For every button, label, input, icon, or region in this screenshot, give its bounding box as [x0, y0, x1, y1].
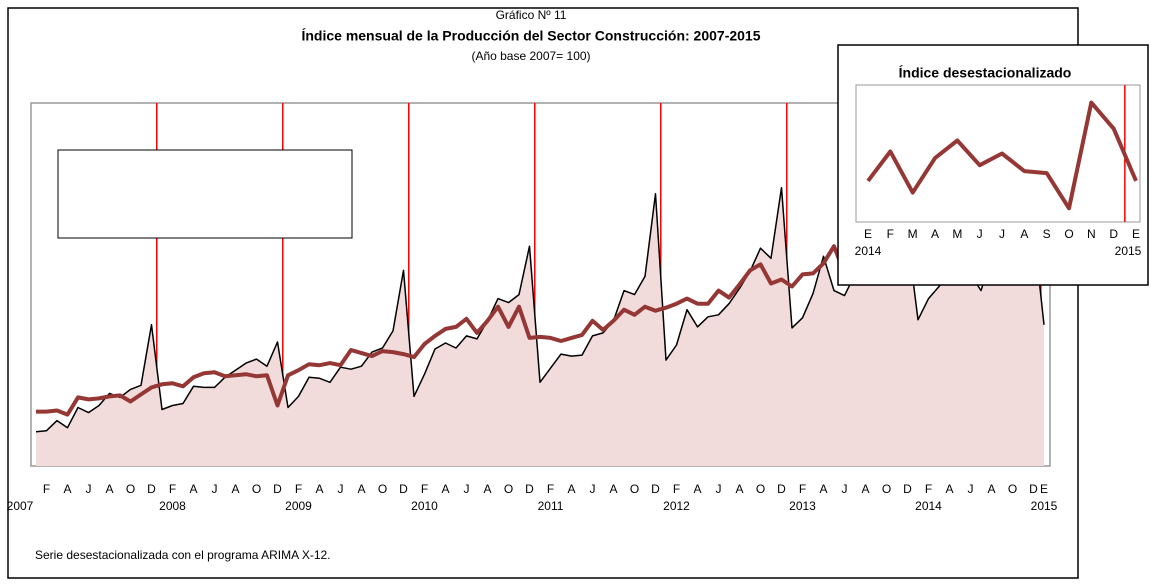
x-tick-label: J [968, 482, 974, 496]
x-group-label: 2009 [285, 499, 312, 513]
series-line [866, 100, 1138, 211]
x-tick-label: F [887, 227, 894, 241]
x-tick-label: A [987, 482, 995, 496]
x-tick-label: O [1008, 482, 1017, 496]
x-tick-label: A [441, 482, 449, 496]
x-tick-label: A [693, 482, 701, 496]
x-group-label: 2011 [538, 499, 564, 513]
x-tick-label: F [673, 482, 680, 496]
x-tick-label: J [338, 482, 344, 496]
x-group-label: 2010 [411, 499, 438, 513]
x-tick-label: E [864, 227, 872, 241]
x-tick-label: D [147, 482, 156, 496]
x-tick-label: S [1043, 227, 1051, 241]
x-tick-label: J [977, 227, 983, 241]
x-tick-label: J [716, 482, 722, 496]
series-area [36, 187, 1044, 466]
x-tick-label: A [63, 482, 71, 496]
x-tick-label: F [799, 482, 806, 496]
x-tick-label: D [903, 482, 912, 496]
x-tick-label: J [86, 482, 92, 496]
x-tick-label: E [1132, 227, 1140, 241]
x-tick-label: O [126, 482, 135, 496]
x-tick-label: N [1087, 227, 1096, 241]
x-tick-label: M [908, 227, 918, 241]
x-tick-label: M [952, 227, 962, 241]
x-tick-label: J [999, 227, 1005, 241]
x-group-label: 2014 [915, 499, 942, 513]
legend-box [57, 149, 353, 239]
x-tick-label: D [1109, 227, 1118, 241]
x-tick-label: O [504, 482, 513, 496]
x-tick-label: A [945, 482, 953, 496]
x-tick-label: A [231, 482, 239, 496]
x-tick-label: E [1040, 482, 1048, 496]
x-tick-label: A [105, 482, 113, 496]
x-tick-label: D [651, 482, 660, 496]
x-tick-label: D [525, 482, 534, 496]
chart-subtitle: (Año base 2007= 100) [471, 49, 590, 63]
x-tick-label: A [609, 482, 617, 496]
x-group-label: 2008 [159, 499, 186, 513]
x-group-label: 2013 [789, 499, 816, 513]
x-tick-label: F [421, 482, 428, 496]
x-tick-label: A [931, 227, 939, 241]
x-tick-label: A [357, 482, 365, 496]
x-group-label: 2014 [855, 244, 882, 258]
x-group-label: 2015 [1031, 499, 1058, 513]
x-tick-label: O [882, 482, 891, 496]
x-tick-label: D [1029, 482, 1038, 496]
x-tick-label: A [1020, 227, 1028, 241]
x-tick-label: F [547, 482, 554, 496]
footnote: Serie desestacionalizada con el programa… [35, 548, 331, 562]
x-tick-label: F [169, 482, 176, 496]
x-tick-label: A [189, 482, 197, 496]
x-group-label: 2007 [7, 499, 34, 513]
x-tick-label: A [861, 482, 869, 496]
inset-title: Índice desestacionalizado [899, 65, 1072, 81]
x-tick-label: F [295, 482, 302, 496]
x-tick-label: J [842, 482, 848, 496]
x-tick-label: J [464, 482, 470, 496]
x-tick-label: A [735, 482, 743, 496]
chart-title: Índice mensual de la Producción del Sect… [301, 28, 760, 44]
x-group-label: 2012 [663, 499, 690, 513]
x-tick-label: O [630, 482, 639, 496]
x-tick-label: D [399, 482, 408, 496]
x-tick-label: A [315, 482, 323, 496]
x-tick-label: O [252, 482, 261, 496]
x-tick-label: O [378, 482, 387, 496]
x-tick-label: F [43, 482, 50, 496]
x-tick-label: O [756, 482, 765, 496]
x-tick-label: J [590, 482, 596, 496]
x-tick-label: A [483, 482, 491, 496]
chart-pretitle: Gráfico Nº 11 [496, 8, 567, 22]
x-tick-label: D [273, 482, 282, 496]
x-group-label: 2015 [1115, 244, 1142, 258]
x-tick-label: J [212, 482, 218, 496]
x-tick-label: O [1064, 227, 1073, 241]
x-tick-label: A [567, 482, 575, 496]
x-tick-label: F [925, 482, 932, 496]
x-tick-label: D [777, 482, 786, 496]
x-tick-label: A [819, 482, 827, 496]
